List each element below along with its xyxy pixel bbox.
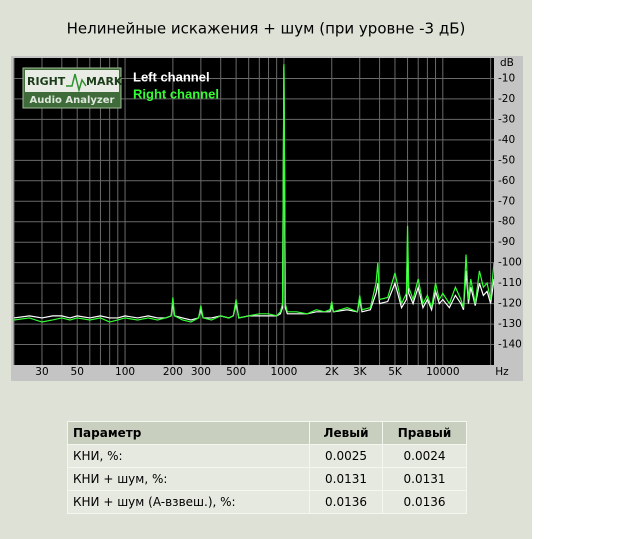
- y-tick-label: -50: [498, 154, 515, 166]
- y-tick-label: -80: [498, 216, 515, 228]
- x-tick-label: 2K: [325, 366, 340, 378]
- table-cell: 0.0025: [309, 444, 383, 468]
- logo-wave: [66, 73, 87, 93]
- y-tick-label: -100: [498, 257, 522, 269]
- y-tick-label: -70: [498, 195, 515, 207]
- x-axis-label: Hz: [495, 366, 509, 378]
- header-cell: Параметр: [67, 421, 310, 445]
- legend-entry: Left channel: [133, 69, 210, 84]
- y-tick-label: -40: [498, 134, 515, 146]
- y-tick-label: -120: [498, 298, 522, 310]
- x-tick-label: 300: [191, 366, 211, 378]
- table-cell: КНИ + шум, %:: [67, 467, 310, 491]
- series-line: [14, 64, 494, 323]
- y-tick-label: -90: [498, 236, 515, 248]
- y-tick-label: -20: [498, 93, 515, 105]
- y-tick-label: -110: [498, 277, 522, 289]
- x-tick-label: 500: [226, 366, 246, 378]
- header-cell: Правый: [382, 421, 467, 445]
- plot-area: [14, 58, 494, 365]
- y-tick-label: -130: [498, 318, 522, 330]
- x-tick-label: 5K: [388, 366, 403, 378]
- table-row: КНИ + шум, %: 0.0131 0.0131: [67, 467, 467, 491]
- logo-text: RIGHT: [27, 75, 66, 88]
- x-tick-label: 3K: [353, 366, 368, 378]
- table-cell: 0.0131: [309, 467, 383, 491]
- table-row: КНИ + шум (A-взвеш.), %: 0.0136 0.0136: [67, 490, 467, 514]
- y-axis-label: dB: [500, 57, 514, 69]
- results-table: Параметр Левый Правый КНИ, %: 0.0025 0.0024 К…: [67, 421, 467, 514]
- x-tick-label: 200: [163, 366, 183, 378]
- x-tick-label: 10000: [426, 366, 459, 378]
- table-cell: 0.0136: [382, 490, 467, 514]
- x-tick-label: 50: [71, 366, 84, 378]
- y-tick-label: -140: [498, 339, 522, 351]
- table-cell: 0.0136: [309, 490, 383, 514]
- chart: Нелинейные искажения + шум (при уровне -…: [11, 20, 523, 381]
- x-tick-label: 100: [115, 366, 135, 378]
- table-cell: 0.0131: [382, 467, 467, 491]
- table-cell: КНИ, %:: [67, 444, 310, 468]
- logo-text: Audio Analyzer: [30, 95, 115, 106]
- logo-text: MARK: [86, 75, 123, 88]
- table-cell: 0.0024: [382, 444, 467, 468]
- table-cell: КНИ + шум (A-взвеш.), %:: [67, 490, 310, 514]
- y-tick-label: -60: [498, 175, 515, 187]
- table-row: КНИ, %: 0.0025 0.0024: [67, 444, 467, 468]
- y-tick-label: -10: [498, 72, 515, 84]
- header-cell: Левый: [309, 421, 383, 445]
- legend-entry: Right channel: [133, 86, 219, 101]
- x-tick-label: 30: [35, 366, 48, 378]
- y-tick-label: -30: [498, 113, 515, 125]
- x-tick-label: 1000: [271, 366, 298, 378]
- logo-top: [25, 70, 119, 92]
- chart-title: Нелинейные искажения + шум (при уровне -…: [67, 20, 466, 38]
